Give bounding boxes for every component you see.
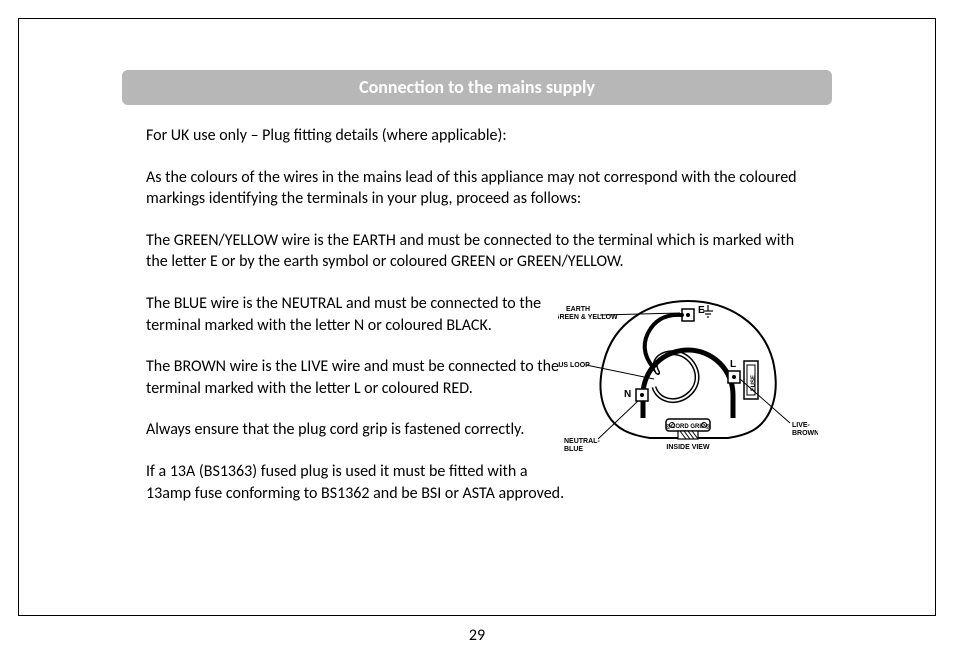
section-header: Connection to the mains supply [122,70,832,105]
earth-label-1: EARTH [566,306,590,313]
paragraph-neutral: The BLUE wire is the NEUTRAL and must be… [146,293,566,336]
live-label-2: BROWN [792,430,818,437]
inside-view-label: INSIDE VIEW [666,444,710,451]
paragraph-earth: The GREEN/YELLOW wire is the EARTH and m… [146,230,808,273]
paragraph-colours: As the colours of the wires in the mains… [146,167,808,210]
generous-loop-label: GENEROUS LOOP [558,362,590,369]
neutral-label-1: NEUTRAL- [564,438,600,445]
content-area: Connection to the mains supply For UK us… [122,70,832,524]
live-label-1: LIVE- [792,422,811,429]
plug-diagram-svg: E N [558,283,818,463]
neutral-label-2: BLUE [564,446,583,453]
text-column: The BLUE wire is the NEUTRAL and must be… [146,293,566,504]
plug-diagram: E N [558,283,818,463]
page-number: 29 [0,626,954,645]
paragraph-fuse: If a 13A (BS1363) fused plug is used it … [146,461,566,504]
paragraph-intro: For UK use only – Plug fitting details (… [146,125,808,147]
earth-label-2: GREEN & YELLOW [558,314,618,321]
page: Connection to the mains supply For UK us… [0,0,954,653]
fuse-label: FUSE [751,375,757,391]
paragraph-cordgrip: Always ensure that the plug cord grip is… [146,419,566,441]
text-with-diagram: The BLUE wire is the NEUTRAL and must be… [146,293,808,504]
cord-grip-label: ◎CORD GRIP◎ [666,424,711,430]
paragraph-live: The BROWN wire is the LIVE wire and must… [146,356,566,399]
live-letter: L [730,359,736,370]
neutral-letter: N [624,389,631,400]
section-title: Connection to the mains supply [359,76,595,98]
